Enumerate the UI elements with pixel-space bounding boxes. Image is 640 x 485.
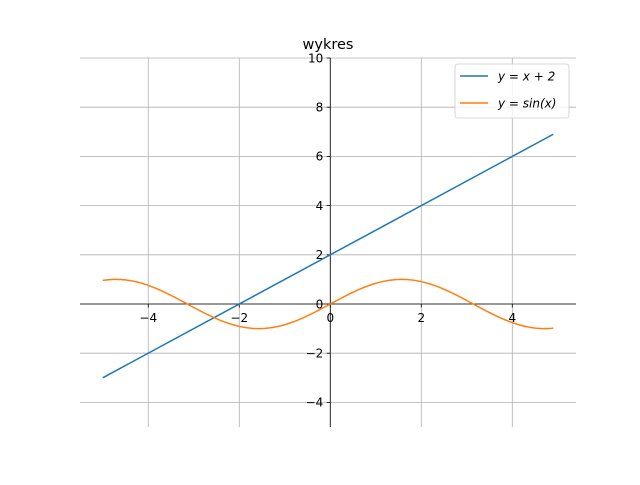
y-tick-label: 6 <box>316 150 324 164</box>
y-tick-label: 8 <box>316 101 324 115</box>
y-tick-label: −2 <box>306 347 324 361</box>
series-line-1 <box>102 133 554 379</box>
legend-label-2: y = sin(x) <box>497 97 556 111</box>
x-tick-label: −2 <box>230 311 248 325</box>
chart-title: wykres <box>303 37 354 53</box>
x-tick-label: 2 <box>417 311 425 325</box>
y-tick-label: 2 <box>316 248 324 262</box>
legend-label-1: y = x + 2 <box>497 70 555 84</box>
x-tick-label: −4 <box>139 311 157 325</box>
axes: −4 −2 0 2 4 −4 −2 0 2 4 6 8 10 <box>80 51 576 427</box>
series-line-2 <box>102 278 554 330</box>
y-tick-label: 10 <box>308 51 323 65</box>
y-tick-label: −4 <box>306 396 324 410</box>
x-tick-label: 0 <box>326 311 334 325</box>
x-tick-label: 4 <box>508 311 516 325</box>
legend-box <box>454 63 570 119</box>
y-tick-label: 0 <box>316 297 324 311</box>
legend: y = x + 2 y = sin(x) <box>454 63 570 119</box>
y-tick-label: 4 <box>316 199 324 213</box>
plot-series <box>102 133 554 379</box>
